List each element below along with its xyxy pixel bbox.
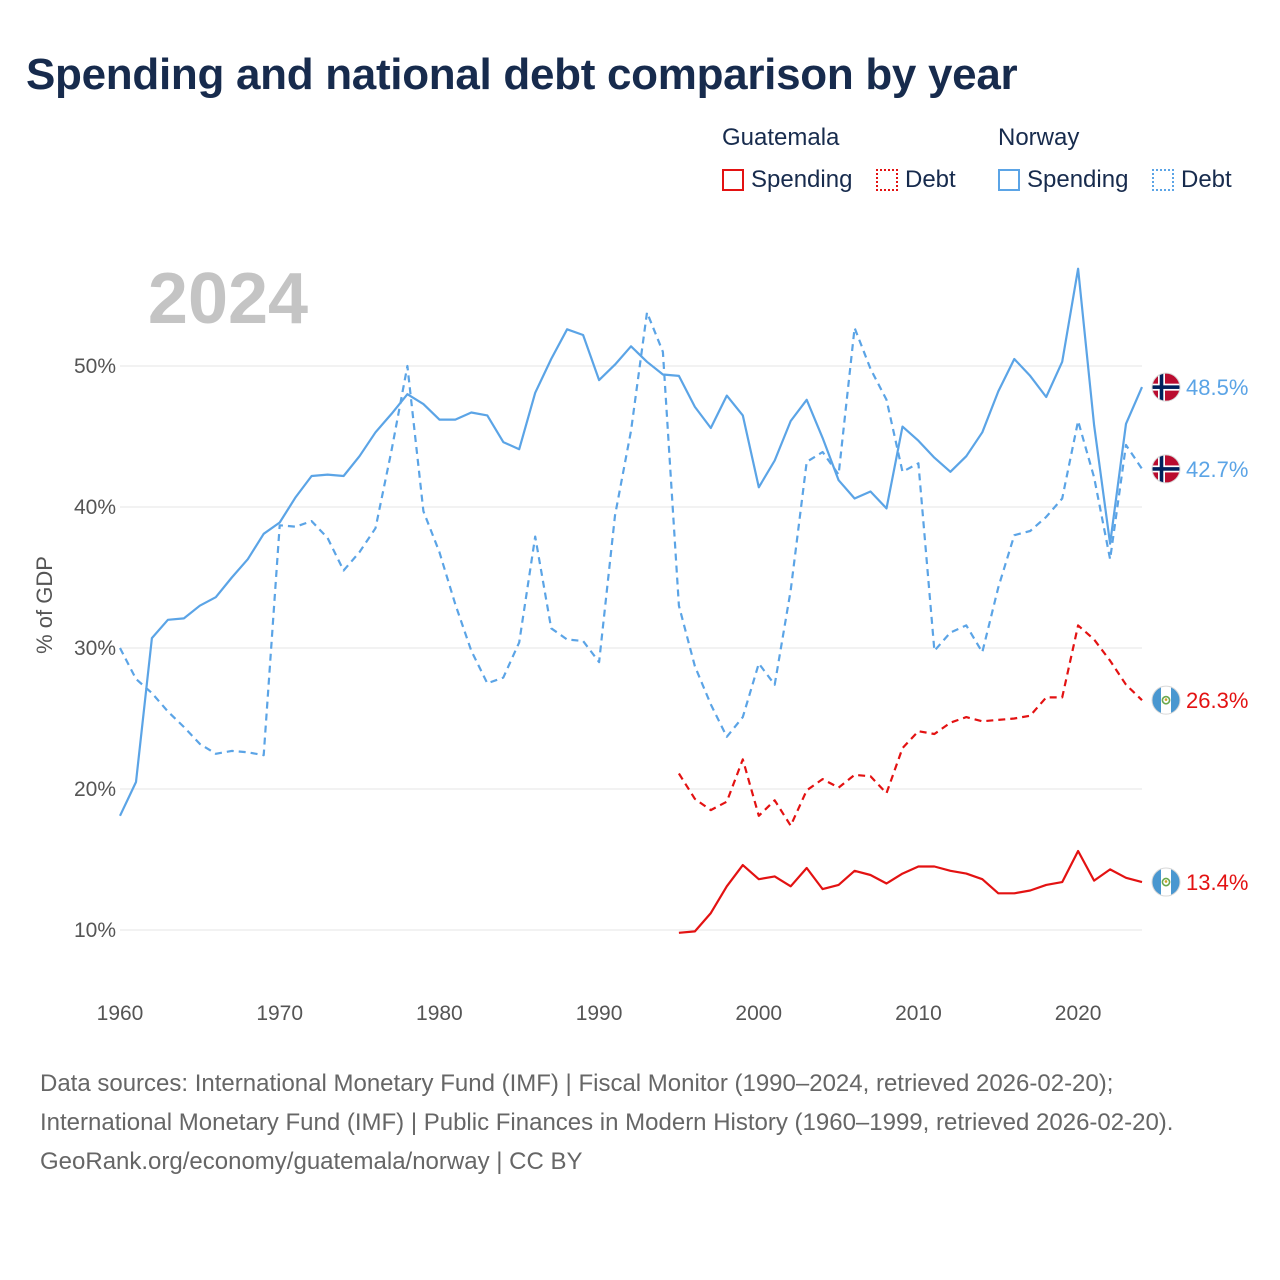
series-line-guatemala-debt[interactable] bbox=[677, 624, 1143, 827]
norway-flag-icon bbox=[1150, 453, 1182, 485]
x-tick-label: 1970 bbox=[256, 1002, 303, 1025]
chart-title: Spending and national debt comparison by… bbox=[26, 50, 1018, 99]
legend-label: Debt bbox=[1181, 166, 1232, 193]
legend-label: Spending bbox=[1027, 166, 1129, 193]
legend-label: Spending bbox=[751, 166, 853, 193]
y-tick-label: 30% bbox=[74, 637, 116, 660]
solid-line-swatch-icon bbox=[998, 169, 1020, 191]
y-tick-label: 40% bbox=[74, 496, 116, 519]
y-tick-label: 20% bbox=[74, 778, 116, 801]
x-tick-label: 2020 bbox=[1055, 1002, 1102, 1025]
legend-group-norway: Norway bbox=[998, 124, 1080, 151]
norway-flag-icon bbox=[1150, 371, 1182, 403]
y-axis-label: % of GDP bbox=[32, 556, 57, 654]
end-value-label: 13.4% bbox=[1186, 870, 1248, 895]
x-axis-ticks: 1960 1970 1980 1990 2000 2010 2020 bbox=[97, 1002, 1102, 1025]
guatemala-flag-icon bbox=[1150, 866, 1182, 898]
y-tick-label: 50% bbox=[74, 355, 116, 378]
y-axis-ticks: 10% 20% 30% 40% 50% bbox=[74, 355, 116, 942]
legend-item-norway-spending[interactable]: Spending bbox=[998, 164, 1128, 196]
x-tick-label: 2000 bbox=[735, 1002, 782, 1025]
series-line-norway-spending[interactable] bbox=[119, 267, 1144, 817]
x-tick-label: 1980 bbox=[416, 1002, 463, 1025]
line-chart: 2024 10% 20% 30% 40% 50% 1960 1970 1980 1990 200… bbox=[32, 259, 1248, 1025]
end-value-label: 26.3% bbox=[1186, 688, 1248, 713]
data-sources: Data sources: International Monetary Fun… bbox=[40, 1070, 1174, 1136]
series-end-labels: 48.5% 42.7% 13.4% 26.3% bbox=[1150, 371, 1248, 898]
solid-line-swatch-icon bbox=[722, 169, 744, 191]
legend-label: Debt bbox=[905, 166, 956, 193]
attribution-link[interactable]: GeoRank.org/economy/guatemala/norway | C… bbox=[40, 1148, 583, 1175]
series-lines bbox=[119, 267, 1144, 934]
gridlines bbox=[120, 365, 1142, 931]
x-tick-label: 2010 bbox=[895, 1002, 942, 1025]
x-tick-label: 1990 bbox=[576, 1002, 623, 1025]
legend-item-guatemala-spending[interactable]: Spending bbox=[722, 164, 852, 196]
legend-item-guatemala-debt[interactable]: Debt bbox=[876, 164, 956, 196]
series-line-norway-debt[interactable] bbox=[119, 311, 1143, 757]
current-year-watermark: 2024 bbox=[148, 259, 308, 339]
x-tick-label: 1960 bbox=[97, 1002, 144, 1025]
y-tick-label: 10% bbox=[74, 919, 116, 942]
end-value-label: 48.5% bbox=[1186, 375, 1248, 400]
dotted-line-swatch-icon bbox=[1152, 169, 1174, 191]
dotted-line-swatch-icon bbox=[876, 169, 898, 191]
footer: Data sources: International Monetary Fun… bbox=[40, 1064, 1240, 1181]
legend-item-norway-debt[interactable]: Debt bbox=[1152, 164, 1232, 196]
end-value-label: 42.7% bbox=[1186, 457, 1248, 482]
series-line-guatemala-spending[interactable] bbox=[678, 849, 1143, 934]
legend-group-guatemala: Guatemala bbox=[722, 124, 840, 151]
guatemala-flag-icon bbox=[1150, 684, 1182, 716]
